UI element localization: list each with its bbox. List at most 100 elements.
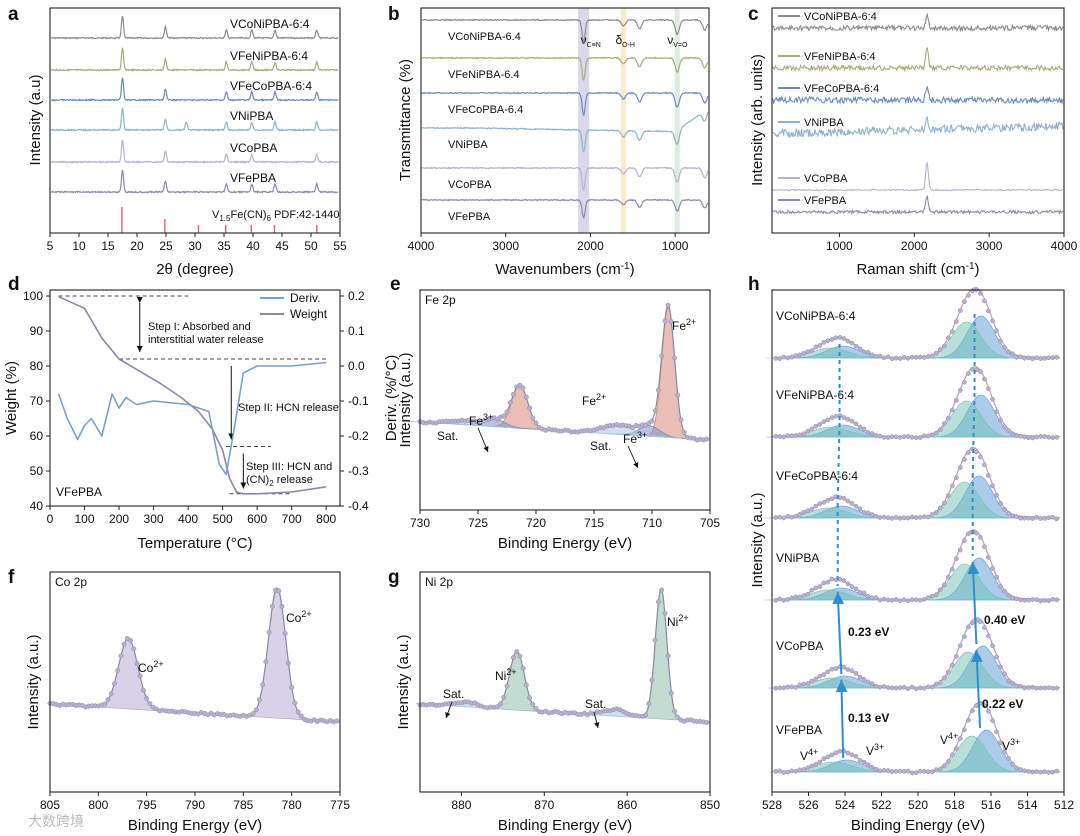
h-raw-point-3 bbox=[897, 598, 903, 604]
h-raw-point-3 bbox=[841, 578, 847, 583]
h-raw-point-4 bbox=[1018, 683, 1023, 689]
h-series-label-0: VCoNiPBA-6:4 bbox=[776, 309, 856, 323]
g-raw-point bbox=[501, 694, 507, 700]
c-series-group: VCoNiPBA-6:4 VFeNiPBA-6:4 VFeCoPBA-6:4 VNiP… bbox=[772, 11, 1064, 216]
c-series-line-2 bbox=[772, 86, 1064, 105]
h-raw-point-5 bbox=[773, 769, 779, 774]
h-raw-point-3 bbox=[817, 584, 823, 589]
b-series-line-2 bbox=[421, 91, 709, 117]
h-raw-point-0 bbox=[978, 290, 983, 296]
g-region-label: Ni 2p bbox=[425, 575, 453, 589]
b-series-label-1: VFeNiPBA-6.4 bbox=[448, 69, 520, 81]
h-raw-point-1 bbox=[929, 432, 935, 438]
h-raw-point-5 bbox=[861, 759, 867, 765]
h-raw-point-1 bbox=[1010, 431, 1015, 437]
e-plot-frame bbox=[419, 289, 711, 511]
a-series-label-1: VFeNiPBA-6:4 bbox=[230, 49, 308, 63]
g-raw-point bbox=[643, 712, 649, 718]
a-tick-label-50: 50 bbox=[304, 239, 318, 253]
e-raw-point bbox=[681, 429, 687, 435]
h-raw-point-4 bbox=[929, 684, 935, 690]
h-raw-point-5 bbox=[953, 746, 959, 751]
h-raw-point-3 bbox=[1034, 597, 1039, 602]
h-raw-point-3 bbox=[925, 595, 931, 601]
f-tick-label-795: 795 bbox=[137, 798, 157, 812]
h-raw-point-3 bbox=[861, 590, 867, 596]
h-raw-point-5 bbox=[990, 718, 995, 723]
h-raw-point-0 bbox=[821, 339, 827, 345]
h-spectra: VCoNiPBA-6:4 VFeNiPBA-6:4 VFeCoPBA-6:4 VNiP… bbox=[764, 287, 1061, 776]
h-raw-point-1 bbox=[1034, 434, 1039, 440]
h-raw-point-3 bbox=[1010, 595, 1015, 601]
h-raw-point-4 bbox=[777, 685, 783, 691]
h-raw-point-1 bbox=[1038, 434, 1043, 439]
g-raw-point bbox=[498, 701, 504, 707]
b-y-axis-label: Transmittance (%) bbox=[397, 59, 414, 181]
h-raw-point-0 bbox=[793, 353, 799, 358]
h-raw-point-5 bbox=[829, 752, 835, 758]
h-raw-point-1 bbox=[785, 433, 791, 439]
h-raw-point-5 bbox=[785, 769, 791, 775]
b-series-line-5 bbox=[421, 198, 709, 220]
h-raw-point-1 bbox=[781, 434, 787, 440]
h-raw-point-2 bbox=[865, 510, 871, 516]
h-raw-point-3 bbox=[966, 531, 971, 537]
h-raw-point-0 bbox=[941, 343, 947, 349]
g-peak-label-0: Ni2+ bbox=[667, 613, 689, 629]
a-series-group: VCoNiPBA-6:4 VFeNiPBA-6:4 VFeCoPBA-6:4 VNiP… bbox=[50, 15, 339, 194]
g-raw-point bbox=[668, 690, 674, 696]
h-raw-point-5 bbox=[1022, 768, 1027, 774]
h-raw-point-3 bbox=[929, 593, 935, 599]
h-raw-point-3 bbox=[937, 587, 943, 593]
h-raw-point-0 bbox=[1018, 354, 1023, 360]
h-raw-point-4 bbox=[941, 675, 947, 681]
h-raw-point-3 bbox=[781, 597, 787, 603]
h-raw-point-4 bbox=[1026, 685, 1031, 690]
a-tick-label-25: 25 bbox=[159, 239, 173, 253]
h-arrow-v2p1-4 bbox=[832, 591, 845, 675]
f-x-ticks: 805 800 795 790 785 780 775 bbox=[40, 792, 350, 812]
d-tick-label-0: 0 bbox=[47, 512, 54, 526]
f-raw-point bbox=[250, 711, 256, 717]
panel-label-f: f bbox=[8, 567, 15, 588]
h-raw-point-0 bbox=[837, 335, 843, 340]
h-tick-label-516: 516 bbox=[981, 798, 1001, 812]
e-peak-label-4: Sat. bbox=[590, 439, 611, 453]
h-raw-point-1 bbox=[889, 434, 895, 439]
g-raw-point bbox=[494, 704, 500, 710]
h-raw-point-2 bbox=[1030, 516, 1035, 521]
d-y2tick-label--0.1: -0.1 bbox=[348, 394, 369, 408]
e-raw-point bbox=[501, 413, 507, 419]
h-raw-point-5 bbox=[913, 770, 919, 775]
g-raw-point bbox=[704, 720, 710, 725]
h-raw-point-0 bbox=[853, 343, 859, 349]
h-raw-point-5 bbox=[1006, 756, 1011, 761]
h-raw-point-1 bbox=[905, 434, 911, 439]
a-series-line-3 bbox=[51, 107, 339, 132]
c-series-label-4: VCoPBA bbox=[804, 173, 848, 185]
h-raw-point-3 bbox=[821, 580, 827, 586]
h-raw-point-1 bbox=[966, 371, 971, 376]
h-raw-point-2 bbox=[945, 493, 951, 498]
f-x-axis-label: Binding Energy (eV) bbox=[128, 817, 262, 834]
h-raw-point-0 bbox=[1022, 355, 1027, 361]
h-raw-point-0 bbox=[833, 335, 839, 341]
f-component-0 bbox=[242, 587, 313, 721]
b-series-line-0 bbox=[421, 18, 709, 45]
h-raw-point-2 bbox=[1026, 515, 1031, 521]
h-raw-point-0 bbox=[1002, 345, 1007, 350]
h-raw-point-2 bbox=[1054, 516, 1060, 522]
h-raw-point-3 bbox=[889, 597, 895, 603]
h-raw-point-1 bbox=[797, 432, 803, 438]
d-ytick-label-60: 60 bbox=[30, 429, 44, 443]
h-raw-point-4 bbox=[813, 676, 819, 682]
h-raw-point-1 bbox=[994, 409, 999, 414]
h-raw-point-2 bbox=[889, 515, 895, 521]
h-dashed-v2p3-1 bbox=[971, 392, 976, 475]
h-raw-point-1 bbox=[990, 397, 995, 402]
h-raw-point-1 bbox=[825, 417, 831, 423]
b-band-1 bbox=[620, 8, 626, 233]
h-series-label-5: VFePBA bbox=[776, 723, 822, 737]
e-tick-label-715: 715 bbox=[584, 516, 604, 530]
h-raw-point-1 bbox=[833, 413, 839, 419]
